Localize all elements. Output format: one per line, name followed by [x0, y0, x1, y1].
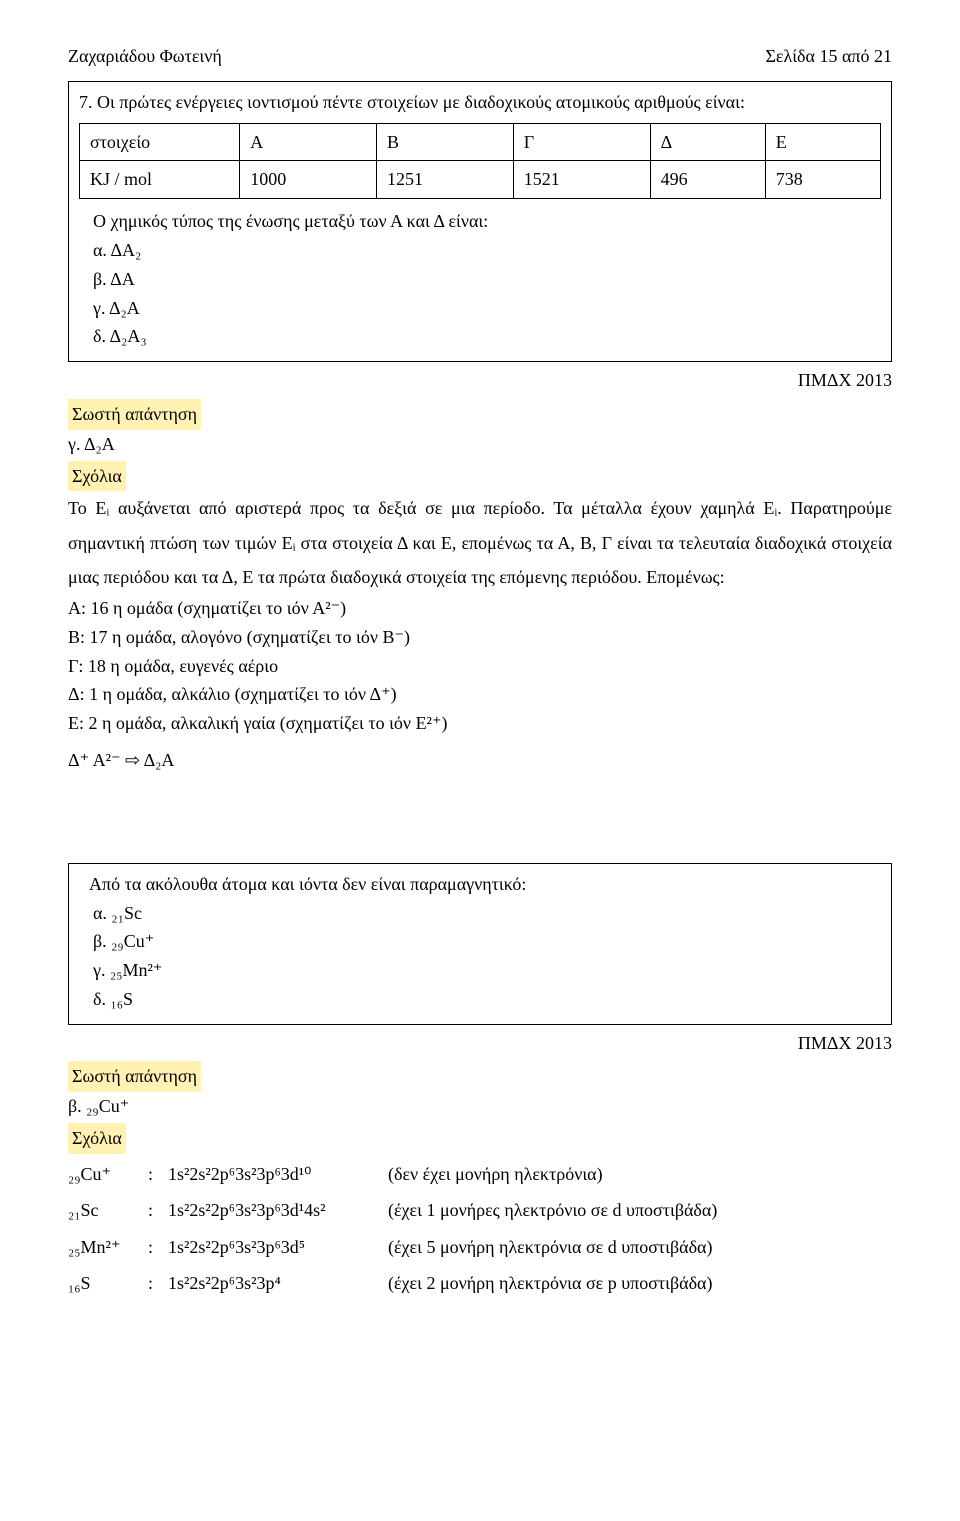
q7-answer: γ. Δ₂Α	[68, 430, 892, 459]
q7-conclusion: Δ⁺ Α²⁻ ⇨ Δ₂Α	[68, 746, 892, 775]
q7-intro-text: Οι πρώτες ενέργειες ιοντισμού πέντε στοι…	[97, 92, 745, 112]
electron-config: 1s²2s²2p⁶3s²3p⁶3d¹⁰	[168, 1158, 388, 1190]
table-row: στοιχείο Α Β Γ Δ Ε	[80, 123, 881, 161]
colon: :	[148, 1194, 168, 1226]
question-7-box: 7. Οι πρώτες ενέργειες ιοντισμού πέντε σ…	[68, 81, 892, 362]
option-c: γ. Δ₂Α	[93, 294, 881, 323]
header-left: Ζαχαριάδου Φωτεινή	[68, 42, 222, 71]
q7-line-C: Γ: 18 η ομάδα, ευγενές αέριο	[68, 652, 892, 681]
ec-row: ₁₆S : 1s²2s²2p⁶3s²3p⁴ (έχει 2 μονήρη ηλε…	[68, 1267, 892, 1299]
ec-row: ₂₁Sc : 1s²2s²2p⁶3s²3p⁶3d¹4s² (έχει 1 μον…	[68, 1194, 892, 1226]
table-cell: Ε	[765, 123, 880, 161]
table-cell: Γ	[513, 123, 650, 161]
answer-label: Σωστή απάντηση	[68, 399, 201, 430]
q7-intro: 7. Οι πρώτες ενέργειες ιοντισμού πέντε σ…	[79, 88, 881, 117]
species: ₂₉Cu⁺	[68, 1158, 148, 1190]
ec-row: ₂₅Mn²⁺ : 1s²2s²2p⁶3s²3p⁶3d⁵ (έχει 5 μονή…	[68, 1231, 892, 1263]
note: (έχει 2 μονήρη ηλεκτρόνια σε p υποστιβάδ…	[388, 1267, 892, 1299]
species: ₁₆S	[68, 1267, 148, 1299]
species: ₂₅Mn²⁺	[68, 1231, 148, 1263]
table-cell: 738	[765, 161, 880, 199]
q8-source: ΠΜΔΧ 2013	[68, 1029, 892, 1058]
table-cell: στοιχείο	[80, 123, 240, 161]
option-d: δ. ₁₆S	[93, 985, 881, 1014]
q7-line-A: Α: 16 η ομάδα (σχηματίζει το ιόν Α²⁻)	[68, 594, 892, 623]
electron-config: 1s²2s²2p⁶3s²3p⁶3d⁵	[168, 1231, 388, 1263]
page-header: Ζαχαριάδου Φωτεινή Σελίδα 15 από 21	[68, 42, 892, 71]
q8-answer: β. ₂₉Cu⁺	[68, 1092, 892, 1121]
option-d: δ. Δ₂Α₃	[93, 322, 881, 351]
table-cell: 1521	[513, 161, 650, 199]
species: ₂₁Sc	[68, 1194, 148, 1226]
q7-line-D: Δ: 1 η ομάδα, αλκάλιο (σχηματίζει το ιόν…	[68, 680, 892, 709]
option-b: β. ΔΑ	[93, 265, 881, 294]
table-cell: Α	[240, 123, 377, 161]
option-a: α. ₂₁Sc	[93, 899, 881, 928]
colon: :	[148, 1267, 168, 1299]
q7-subprompt: Ο χημικός τύπος της ένωσης μεταξύ των Α …	[93, 207, 881, 236]
q8-intro: Από τα ακόλουθα άτομα και ιόντα δεν είνα…	[89, 870, 881, 899]
q7-line-B: Β: 17 η ομάδα, αλογόνο (σχηματίζει το ιό…	[68, 623, 892, 652]
table-cell: Δ	[650, 123, 765, 161]
ec-row: ₂₉Cu⁺ : 1s²2s²2p⁶3s²3p⁶3d¹⁰ (δεν έχει μο…	[68, 1158, 892, 1190]
q7-number: 7.	[79, 92, 93, 112]
colon: :	[148, 1158, 168, 1190]
table-row: KJ / mol 1000 1251 1521 496 738	[80, 161, 881, 199]
q7-source: ΠΜΔΧ 2013	[68, 366, 892, 395]
electron-config: 1s²2s²2p⁶3s²3p⁴	[168, 1267, 388, 1299]
header-right: Σελίδα 15 από 21	[765, 42, 892, 71]
colon: :	[148, 1231, 168, 1263]
table-cell: KJ / mol	[80, 161, 240, 199]
option-c: γ. ₂₅Mn²⁺	[93, 956, 881, 985]
table-cell: 1251	[376, 161, 513, 199]
q7-body: Το Eᵢ αυξάνεται από αριστερά προς τα δεξ…	[68, 491, 892, 594]
table-cell: 1000	[240, 161, 377, 199]
comments-label: Σχόλια	[68, 461, 126, 492]
table-cell: 496	[650, 161, 765, 199]
q7-line-E: Ε: 2 η ομάδα, αλκαλική γαία (σχηματίζει …	[68, 709, 892, 738]
note: (έχει 1 μονήρες ηλεκτρόνιο σε d υποστιβά…	[388, 1194, 892, 1226]
table-cell: Β	[376, 123, 513, 161]
option-a: α. ΔΑ₂	[93, 236, 881, 265]
comments-label: Σχόλια	[68, 1123, 126, 1154]
spacer	[68, 783, 892, 863]
q7-table: στοιχείο Α Β Γ Δ Ε KJ / mol 1000 1251 15…	[79, 123, 881, 200]
q7-options: α. ΔΑ₂ β. ΔΑ γ. Δ₂Α δ. Δ₂Α₃	[93, 236, 881, 351]
answer-label: Σωστή απάντηση	[68, 1061, 201, 1092]
q8-options: α. ₂₁Sc β. ₂₉Cu⁺ γ. ₂₅Mn²⁺ δ. ₁₆S	[93, 899, 881, 1014]
electron-config-table: ₂₉Cu⁺ : 1s²2s²2p⁶3s²3p⁶3d¹⁰ (δεν έχει μο…	[68, 1158, 892, 1300]
note: (έχει 5 μονήρη ηλεκτρόνια σε d υποστιβάδ…	[388, 1231, 892, 1263]
electron-config: 1s²2s²2p⁶3s²3p⁶3d¹4s²	[168, 1194, 388, 1226]
note: (δεν έχει μονήρη ηλεκτρόνια)	[388, 1158, 892, 1190]
option-b: β. ₂₉Cu⁺	[93, 927, 881, 956]
question-8-box: Από τα ακόλουθα άτομα και ιόντα δεν είνα…	[68, 863, 892, 1025]
